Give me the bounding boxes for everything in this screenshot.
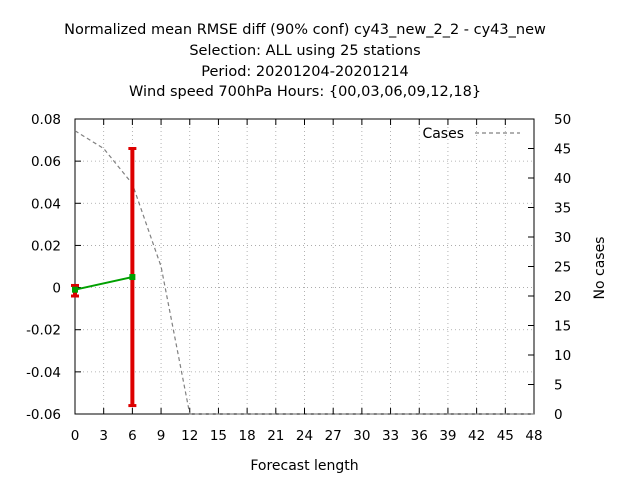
x-tick-label: 6 [128, 428, 137, 444]
x-tick-label: 0 [71, 428, 80, 444]
x-tick-label: 9 [157, 428, 166, 444]
y2-tick-label: 0 [554, 407, 563, 423]
x-tick-label: 33 [382, 428, 399, 444]
legend-label-cases: Cases [422, 126, 464, 142]
title-line-2: Selection: ALL using 25 stations [189, 43, 420, 59]
title-line-1: Normalized mean RMSE diff (90% conf) cy4… [64, 22, 546, 38]
axes [74, 118, 535, 415]
grid [75, 119, 534, 414]
y2-tick-label: 50 [554, 112, 571, 128]
diff-point [72, 286, 78, 293]
y2-tick-label: 30 [554, 230, 571, 246]
y-tick-label: 0 [52, 281, 61, 297]
x-tick-label: 24 [296, 428, 313, 444]
diff-point [129, 274, 136, 281]
x-tick-label: 30 [353, 428, 370, 444]
x-tick-label: 15 [210, 428, 227, 444]
y-tick-label: -0.02 [26, 323, 61, 339]
title-line-3: Period: 20201204-20201214 [201, 64, 409, 80]
y2-tick-label: 25 [554, 260, 571, 276]
y-tick-label: 0.04 [31, 196, 61, 212]
x-tick-label: 12 [181, 428, 198, 444]
x-tick-label: 36 [411, 428, 428, 444]
y2-tick-label: 45 [554, 142, 571, 158]
diff-line [74, 276, 133, 291]
x-tick-label: 18 [239, 428, 256, 444]
x-tick-label: 39 [439, 428, 456, 444]
y2-tick-label: 15 [554, 319, 571, 335]
y2-tick-label: 35 [554, 201, 571, 217]
x-tick-label: 42 [468, 428, 485, 444]
x-tick-label: 27 [325, 428, 342, 444]
cases-line [74, 130, 534, 415]
y2-axis-label: No cases [592, 237, 608, 300]
x-axis-label: Forecast length [250, 458, 358, 474]
y-tick-label: 0.02 [31, 238, 61, 254]
y-tick-label: 0.08 [31, 112, 61, 128]
legend: Cases [422, 126, 520, 142]
chart-title: Normalized mean RMSE diff (90% conf) cy4… [64, 22, 546, 100]
y-tick-labels: 0.08 0.06 0.04 0.02 0 -0.02 -0.04 -0.06 [26, 112, 61, 423]
y-tick-label: 0.06 [31, 154, 61, 170]
plot-border [74, 118, 535, 415]
y-tick-label: -0.04 [26, 365, 61, 381]
y2-tick-label: 20 [554, 289, 571, 305]
y-tick-label: -0.06 [26, 407, 61, 423]
x-tick-label: 45 [497, 428, 514, 444]
x-tick-label: 48 [525, 428, 542, 444]
series [71, 130, 534, 415]
x-tick-label: 3 [99, 428, 108, 444]
y2-tick-label: 5 [554, 378, 563, 394]
x-tick-labels: 0 3 6 9 12 15 18 21 24 27 30 33 36 39 42 45 48 [71, 428, 543, 444]
y2-tick-label: 40 [554, 171, 571, 187]
y2-tick-label: 10 [554, 348, 571, 364]
x-tick-label: 21 [267, 428, 284, 444]
title-line-4: Wind speed 700hPa Hours: {00,03,06,09,12… [129, 84, 481, 100]
